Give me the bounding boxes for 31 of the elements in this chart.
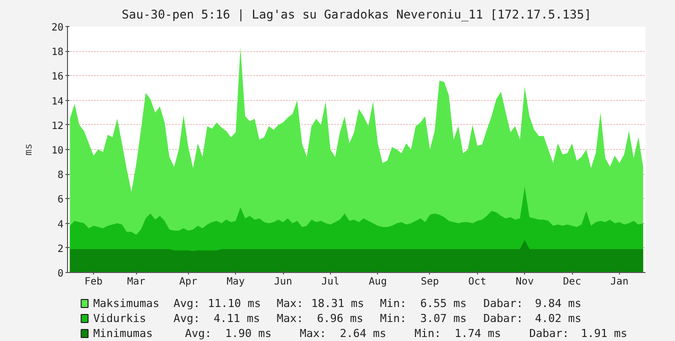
y-axis-title: ms [23, 143, 34, 156]
chart-title: Sau-30-pen 5:16 | Lag'as su Garadokas Neveroniu_11 [172.17.5.135] [122, 8, 592, 22]
x-tick-label: Mar [127, 276, 146, 288]
y-tick-label: 4 [57, 219, 64, 230]
text: Avg: 11.10 ms Max: 18.31 ms Min: 6.55 ms Dabar: 9.84 ms [174, 297, 582, 310]
text: Avg: 1.90 ms Max: 2.64 ms Min: 1.74 ms Dabar: 1.91 ms [184, 327, 628, 340]
x-tick-label: Oct [468, 276, 486, 288]
y-tick-label: 18 [51, 47, 64, 58]
x-tick-label: Sep [420, 276, 439, 288]
y-tick-label: 6 [57, 194, 64, 206]
x-tick-label: Dec [563, 276, 582, 288]
legend-label: Maksimumas [93, 297, 160, 310]
x-tick-label: Apr [179, 276, 198, 288]
x-tick-label: Jun [274, 276, 292, 288]
text: Avg: 4.11 ms Max: 6.96 ms Min: 3.07 ms Dabar: 4.02 ms [174, 312, 582, 325]
x-tick-label: May [226, 276, 245, 288]
y-tick-label: 14 [51, 96, 64, 108]
y-tick-label: 2 [57, 244, 64, 255]
x-tick-label: Feb [84, 276, 103, 288]
y-tick-label: 20 [51, 22, 64, 34]
legend-label: Vidurkis [93, 312, 146, 325]
y-tick-label: 8 [57, 170, 64, 182]
x-tick-label: Aug [368, 276, 387, 288]
y-tick-label: 16 [51, 72, 64, 83]
legend-label: Minimumas [93, 327, 153, 340]
x-tick-label: Jul [321, 276, 340, 288]
x-tick-label: Nov [516, 276, 534, 288]
y-tick-label: 12 [51, 120, 64, 132]
y-tick-label: 10 [51, 146, 64, 156]
x-tick-label: Jan [610, 276, 628, 288]
y-tick-label: 0 [57, 268, 64, 280]
